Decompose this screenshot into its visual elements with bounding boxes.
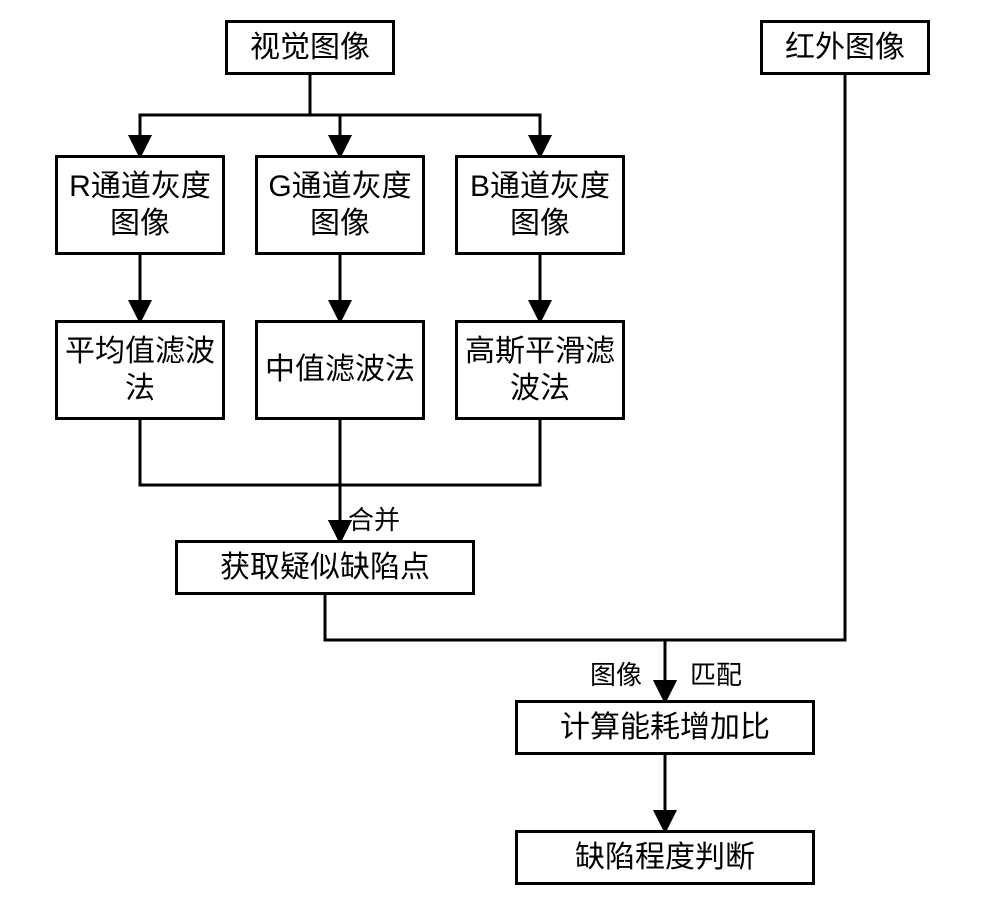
node-energy-ratio: 计算能耗增加比 — [515, 700, 815, 755]
node-label: 平均值滤波法 — [62, 333, 218, 408]
edge-visual_img-to-b_channel — [310, 75, 540, 155]
node-infrared-image: 红外图像 — [760, 20, 930, 75]
edge-visual_img-to-g_channel — [310, 75, 340, 155]
edge-ir_img-to-energy — [665, 75, 845, 700]
node-label: B通道灰度图像 — [462, 168, 618, 243]
node-suspect-defect: 获取疑似缺陷点 — [175, 540, 475, 595]
edge-label-match: 匹配 — [690, 655, 742, 692]
node-average-filter: 平均值滤波法 — [55, 320, 225, 420]
node-r-channel: R通道灰度图像 — [55, 155, 225, 255]
edge-label-image: 图像 — [590, 655, 642, 692]
node-label: 视觉图像 — [250, 29, 370, 67]
node-label: 红外图像 — [785, 29, 905, 67]
node-visual-image: 视觉图像 — [225, 20, 395, 75]
node-label: G通道灰度图像 — [262, 168, 418, 243]
node-label: 计算能耗增加比 — [560, 709, 770, 747]
node-label: 缺陷程度判断 — [575, 839, 755, 877]
node-label: 高斯平滑滤波法 — [462, 333, 618, 408]
node-label: R通道灰度图像 — [62, 168, 218, 243]
edge-visual_img-to-r_channel — [140, 75, 310, 155]
node-b-channel: B通道灰度图像 — [455, 155, 625, 255]
edge-label-merge: 合并 — [348, 500, 400, 537]
node-label: 中值滤波法 — [265, 351, 415, 389]
node-gaussian-filter: 高斯平滑滤波法 — [455, 320, 625, 420]
edge-avg_filter-to-suspect — [140, 420, 340, 540]
node-defect-judge: 缺陷程度判断 — [515, 830, 815, 885]
node-g-channel: G通道灰度图像 — [255, 155, 425, 255]
node-median-filter: 中值滤波法 — [255, 320, 425, 420]
node-label: 获取疑似缺陷点 — [220, 549, 430, 587]
flowchart-edges — [0, 0, 1000, 923]
